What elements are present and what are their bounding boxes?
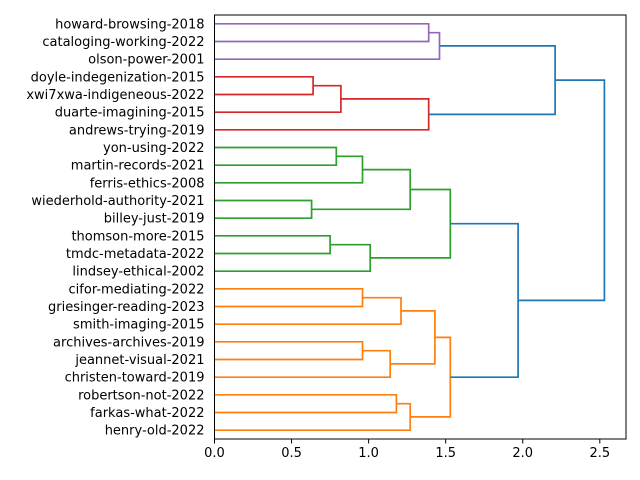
leaf-label: farkas-what-2022 [90, 406, 204, 421]
leaf-label: christen-toward-2019 [65, 371, 205, 386]
leaf-label: griesinger-reading-2023 [48, 300, 204, 315]
dendrogram-link-blue [518, 79, 606, 302]
leaf-label: archives-archives-2019 [53, 335, 204, 350]
leaf-label: lindsey-ethical-2002 [72, 265, 204, 280]
leaf-label: andrews-trying-2019 [69, 123, 205, 138]
x-tick-label: 2.0 [512, 446, 533, 461]
axes-frame [214, 14, 627, 440]
leaf-label: howard-browsing-2018 [55, 17, 204, 32]
leaf-label: yon-using-2022 [103, 141, 204, 156]
x-tick-label: 1.0 [358, 446, 379, 461]
leaf-label: duarte-imagining-2015 [55, 106, 205, 121]
leaf-label: ferris-ethics-2008 [90, 176, 205, 191]
x-tick-label: 1.5 [435, 446, 456, 461]
leaf-label: robertson-not-2022 [78, 388, 204, 403]
x-tick-label: 0.0 [204, 446, 225, 461]
x-tick-label: 0.5 [281, 446, 302, 461]
leaf-label: jeannet-visual-2021 [74, 353, 204, 368]
leaf-label: wiederhold-authority-2021 [31, 194, 204, 209]
leaf-label: cataloging-working-2022 [42, 35, 204, 50]
leaf-label: olson-power-2001 [88, 53, 204, 68]
x-tick-label: 2.5 [589, 446, 610, 461]
leaf-label: doyle-indegenization-2015 [31, 70, 205, 85]
leaf-label: martin-records-2021 [71, 159, 205, 174]
leaf-label: xwi7xwa-indigeneous-2022 [26, 88, 204, 103]
leaf-label: thomson-more-2015 [71, 229, 204, 244]
leaf-label: cifor-mediating-2022 [69, 282, 205, 297]
leaf-label: billey-just-2019 [104, 212, 205, 227]
leaf-label: smith-imaging-2015 [73, 318, 204, 333]
leaf-label: henry-old-2022 [105, 424, 205, 439]
leaf-label: tmdc-metadata-2022 [66, 247, 205, 262]
